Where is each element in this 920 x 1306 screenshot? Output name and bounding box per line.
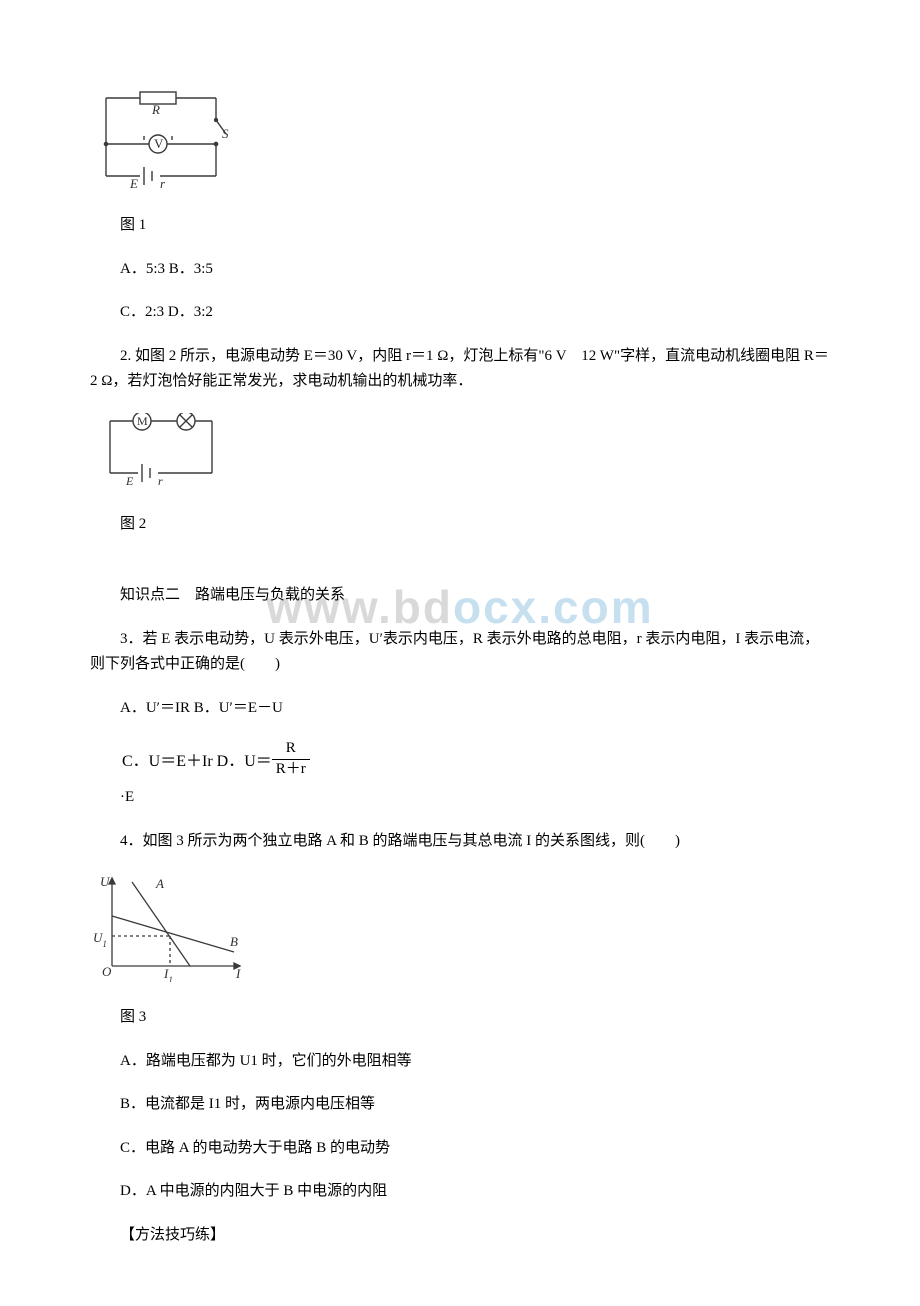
svg-text:U1: U1 <box>93 930 107 949</box>
circuit-2-svg: M E r <box>90 413 232 489</box>
q3-optc-prefix: C．U＝E＋Ir D．U＝ <box>122 747 272 771</box>
svg-text:A: A <box>155 876 164 891</box>
svg-text:E: E <box>129 176 138 190</box>
figure-2-caption: 图 2 <box>90 512 830 538</box>
q3-option-ab: A．U′＝IR B．U′＝E－U <box>90 696 830 722</box>
q3-option-e: ·E <box>90 785 830 811</box>
q3-option-cd: C．U＝E＋Ir D．U＝ R R＋r <box>90 739 830 779</box>
q4-option-c: C．电路 A 的电动势大于电路 B 的电动势 <box>90 1136 830 1162</box>
graph-3-svg: O U I U1 I1 A B <box>90 872 250 982</box>
figure-1: R V S E r <box>90 90 830 195</box>
q4-text: 4．如图 3 所示为两个独立电路 A 和 B 的路端电压与其总电流 I 的关系图… <box>90 829 830 855</box>
svg-text:E: E <box>125 474 134 488</box>
q4-option-d: D．A 中电源的内阻大于 B 中电源的内阻 <box>90 1179 830 1205</box>
circuit-1-svg: R V S E r <box>90 90 232 190</box>
q4-option-b: B．电流都是 I1 时，两电源内电压相等 <box>90 1092 830 1118</box>
svg-text:R: R <box>151 102 160 117</box>
q1-option-line2: C．2:3 D．3:2 <box>90 300 830 326</box>
figure-2: M E r <box>90 413 830 494</box>
method-title: 【方法技巧练】 <box>90 1223 830 1249</box>
svg-text:S: S <box>222 126 229 141</box>
q3-text: 3．若 E 表示电动势，U 表示外电压，U′表示内电压，R 表示外电路的总电阻，… <box>90 627 830 678</box>
svg-text:O: O <box>102 964 112 979</box>
section-2-title: 知识点二 路端电压与负载的关系 <box>90 583 830 609</box>
figure-3-caption: 图 3 <box>90 1005 830 1031</box>
svg-text:U: U <box>100 874 111 889</box>
figure-3: O U I U1 I1 A B <box>90 872 830 987</box>
fraction: R R＋r <box>272 739 310 779</box>
svg-text:r: r <box>160 176 166 190</box>
svg-text:I: I <box>235 966 241 981</box>
svg-text:B: B <box>230 934 238 949</box>
q4-option-a: A．路端电压都为 U1 时，它们的外电阻相等 <box>90 1049 830 1075</box>
frac-denominator: R＋r <box>272 760 310 780</box>
spacer <box>90 555 830 583</box>
q2-text: 2. 如图 2 所示，电源电动势 E＝30 V，内阻 r＝1 Ω，灯泡上标有"6… <box>90 344 830 395</box>
figure-1-caption: 图 1 <box>90 213 830 239</box>
svg-text:I1: I1 <box>163 966 173 982</box>
frac-numerator: R <box>272 739 310 760</box>
q1-option-line1: A．5:3 B．3:5 <box>90 257 830 283</box>
page-content: R V S E r 图 1 A．5:3 B．3:5 C．2:3 D．3:2 2.… <box>90 90 830 1248</box>
svg-text:V: V <box>154 136 164 151</box>
svg-text:r: r <box>158 474 163 488</box>
svg-text:M: M <box>137 414 148 428</box>
